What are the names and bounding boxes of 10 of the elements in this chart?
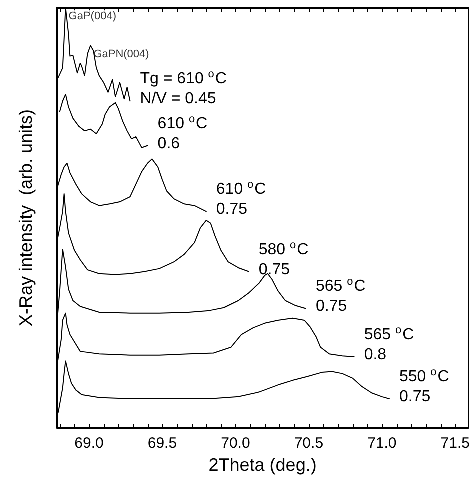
x-tick-label: 69.0	[74, 435, 104, 452]
x-axis-title: 2Theta (deg.)	[208, 455, 317, 475]
x-tick-label: 70.5	[294, 435, 324, 452]
x-tick-label: 71.0	[368, 435, 397, 452]
annotation: GaPN(004)	[94, 48, 150, 60]
x-tick-label: 69.5	[148, 435, 178, 452]
x-tick-label: 71.5	[440, 435, 470, 452]
x-tick-label: 70.0	[221, 435, 250, 452]
annotation: GaP(004)	[68, 10, 116, 22]
y-axis-title: X-Ray intensity (arb. units)	[16, 109, 36, 327]
